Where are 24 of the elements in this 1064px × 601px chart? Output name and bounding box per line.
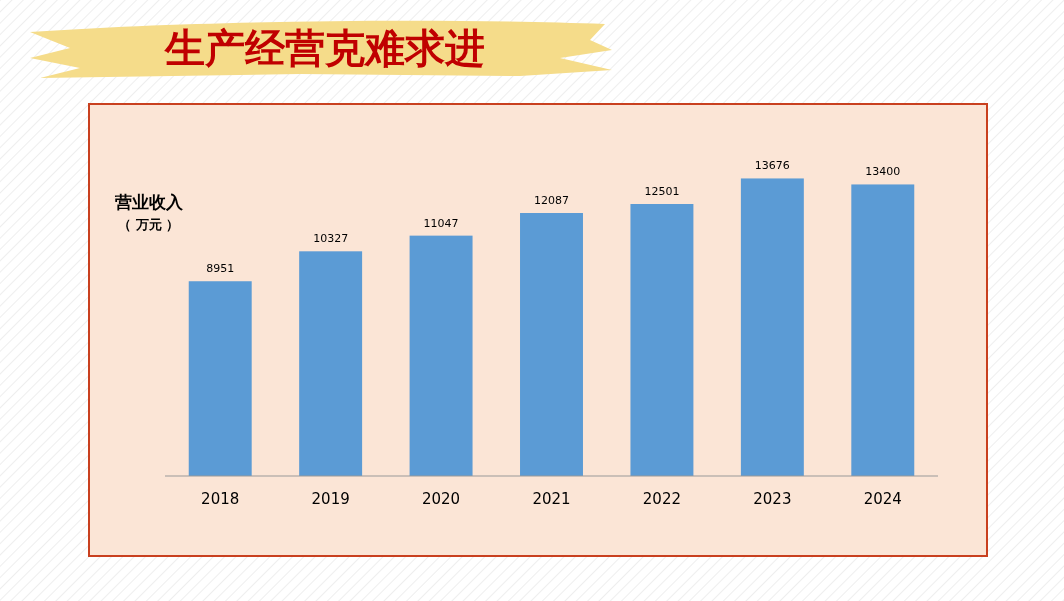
annotation: （ 万元 ） — [118, 217, 180, 232]
y-axis-title: 营业收入 — [114, 192, 184, 212]
bar — [520, 213, 583, 476]
bar — [188, 281, 252, 476]
bar — [299, 251, 363, 476]
bar — [409, 235, 473, 476]
data-label: 13400 — [865, 165, 901, 179]
x-tick-label: 2022 — [642, 490, 682, 508]
bar — [851, 184, 915, 476]
bar — [630, 204, 694, 476]
x-tick-label: 2023 — [753, 490, 792, 508]
chart-title: 生产经营克难求进 — [164, 24, 485, 71]
data-label: 12501 — [644, 185, 680, 199]
x-tick-label: 2024 — [863, 490, 902, 508]
data-label: 13676 — [754, 159, 790, 173]
x-tick-label: 2020 — [421, 490, 461, 508]
x-tick-label: 2018 — [201, 490, 240, 508]
data-label: 8951 — [206, 262, 235, 276]
data-label: 10327 — [313, 232, 349, 246]
x-tick-label: 2019 — [311, 490, 350, 508]
data-label: 12087 — [534, 194, 569, 208]
bar — [740, 178, 804, 476]
data-label: 11047 — [423, 216, 459, 230]
x-tick-label: 2021 — [532, 490, 571, 508]
